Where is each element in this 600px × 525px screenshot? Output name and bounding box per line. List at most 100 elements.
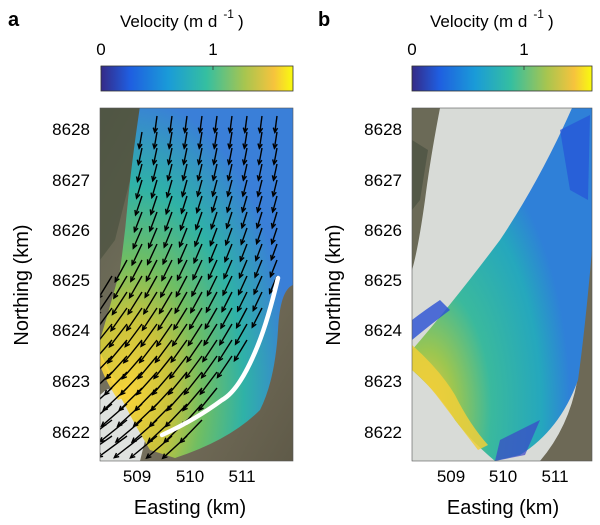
- velocity-arrowhead: [210, 223, 216, 231]
- velocity-arrow: [205, 291, 218, 313]
- velocity-arrow: [160, 275, 173, 298]
- velocity-arrow: [196, 195, 203, 213]
- velocity-arrowhead: [92, 358, 97, 363]
- velocity-arrow: [111, 291, 128, 315]
- velocity-arrowhead: [82, 453, 87, 457]
- y-tick-8627-a: 8627: [52, 171, 90, 190]
- velocity-arrow: [228, 131, 233, 149]
- velocity-arrow: [219, 323, 233, 345]
- velocity-arrowhead: [272, 143, 278, 150]
- velocity-arrowhead: [204, 323, 210, 330]
- velocity-arrow: [173, 307, 188, 330]
- velocity-arrowhead: [240, 222, 246, 230]
- velocity-arrow: [223, 259, 233, 279]
- velocity-arrowhead: [176, 274, 182, 282]
- velocity-arrowhead: [223, 256, 230, 264]
- velocity-arrow: [257, 179, 263, 197]
- velocity-arrow: [183, 131, 188, 149]
- velocity-arrowhead: [252, 305, 258, 312]
- velocity-arrowhead: [100, 295, 103, 299]
- velocity-arrow: [100, 419, 113, 431]
- velocity-arrowhead: [254, 272, 260, 279]
- velocity-arrowhead: [241, 190, 247, 198]
- velocity-arrow: [212, 179, 218, 197]
- velocity-arrow: [221, 291, 233, 312]
- y-tick-8623-b: 8623: [364, 372, 402, 391]
- velocity-arrowhead: [236, 306, 243, 313]
- velocity-arrow: [194, 227, 203, 247]
- velocity-arrow: [237, 291, 248, 312]
- velocity-arrowhead: [203, 339, 209, 347]
- y-ticks-a: 8628 8627 8626 8625 8624 8623 8622: [52, 120, 90, 442]
- velocity-arrowhead: [206, 290, 212, 297]
- velocity-arrow: [179, 227, 188, 247]
- x-tick-511-a: 511: [228, 467, 255, 486]
- velocity-arrow: [198, 131, 203, 149]
- y-tick-8625-b: 8625: [364, 271, 402, 290]
- velocity-arrow: [131, 419, 158, 443]
- velocity-arrowhead: [208, 257, 214, 264]
- velocity-arrowhead: [95, 326, 99, 331]
- velocity-arrowhead: [113, 293, 119, 300]
- velocity-arrow: [220, 307, 233, 329]
- velocity-arrow: [145, 259, 158, 282]
- velocity-arrowhead: [125, 325, 132, 332]
- velocity-arrowhead: [152, 143, 158, 150]
- velocity-arrow: [214, 115, 218, 133]
- velocity-arrowhead: [197, 127, 204, 134]
- velocity-arrow: [152, 147, 158, 165]
- velocity-arrow: [121, 355, 143, 380]
- x-tick-511-b: 511: [541, 467, 568, 486]
- velocity-arrow: [113, 275, 128, 299]
- velocity-arrow: [253, 275, 263, 295]
- velocity-arrowhead: [129, 453, 136, 459]
- x-tick-509-a: 509: [123, 467, 151, 486]
- velocity-arrowhead: [193, 257, 199, 265]
- velocity-arrow: [228, 147, 233, 165]
- velocity-arrowhead: [254, 255, 260, 262]
- velocity-arrowhead: [222, 289, 228, 297]
- velocity-arrow: [272, 163, 278, 181]
- velocity-arrow: [131, 243, 143, 266]
- velocity-arrow: [199, 115, 203, 133]
- velocity-arrowhead: [151, 159, 158, 166]
- velocity-arrowhead: [271, 159, 278, 166]
- velocity-arrow: [242, 179, 248, 197]
- velocity-arrowhead: [210, 206, 217, 214]
- velocity-arrow: [167, 371, 188, 395]
- velocity-arrow: [162, 435, 188, 459]
- velocity-arrow: [162, 243, 173, 265]
- velocity-arrow: [234, 323, 248, 345]
- velocity-arrow: [210, 211, 218, 229]
- colorbar-tick-0-b: 0: [407, 40, 416, 59]
- velocity-arrowhead: [146, 259, 152, 266]
- map-frame-b: [411, 107, 593, 462]
- velocity-arrow: [272, 195, 278, 213]
- velocity-arrowhead: [100, 452, 104, 458]
- velocity-arrowhead: [149, 209, 155, 216]
- velocity-arrow: [165, 195, 173, 214]
- velocity-arrow: [100, 339, 113, 355]
- velocity-arrow: [158, 291, 173, 314]
- velocity-arrow: [195, 211, 203, 230]
- velocity-arrowhead: [240, 206, 247, 214]
- y-tick-8624-b: 8624: [364, 321, 402, 340]
- y-tick-8622-b: 8622: [364, 423, 402, 442]
- velocity-arrow: [100, 371, 113, 385]
- velocity-arrow: [152, 163, 158, 181]
- velocity-arrow: [273, 131, 278, 149]
- velocity-arrowhead: [133, 226, 139, 234]
- velocity-arrow: [100, 323, 113, 341]
- velocity-arrowhead: [240, 239, 246, 246]
- velocity-arrow: [133, 403, 158, 427]
- velocity-arrow: [141, 307, 158, 331]
- velocity-arrowhead: [221, 306, 227, 313]
- velocity-arrow: [240, 227, 248, 245]
- velocity-arrowhead: [138, 357, 145, 364]
- velocity-arrow: [144, 275, 158, 298]
- velocity-arrowhead: [255, 206, 262, 214]
- velocity-arrow: [168, 131, 173, 149]
- velocity-arrowhead: [197, 143, 203, 150]
- velocity-arrowhead: [180, 191, 187, 198]
- velocity-arrows-a: [82, 115, 279, 460]
